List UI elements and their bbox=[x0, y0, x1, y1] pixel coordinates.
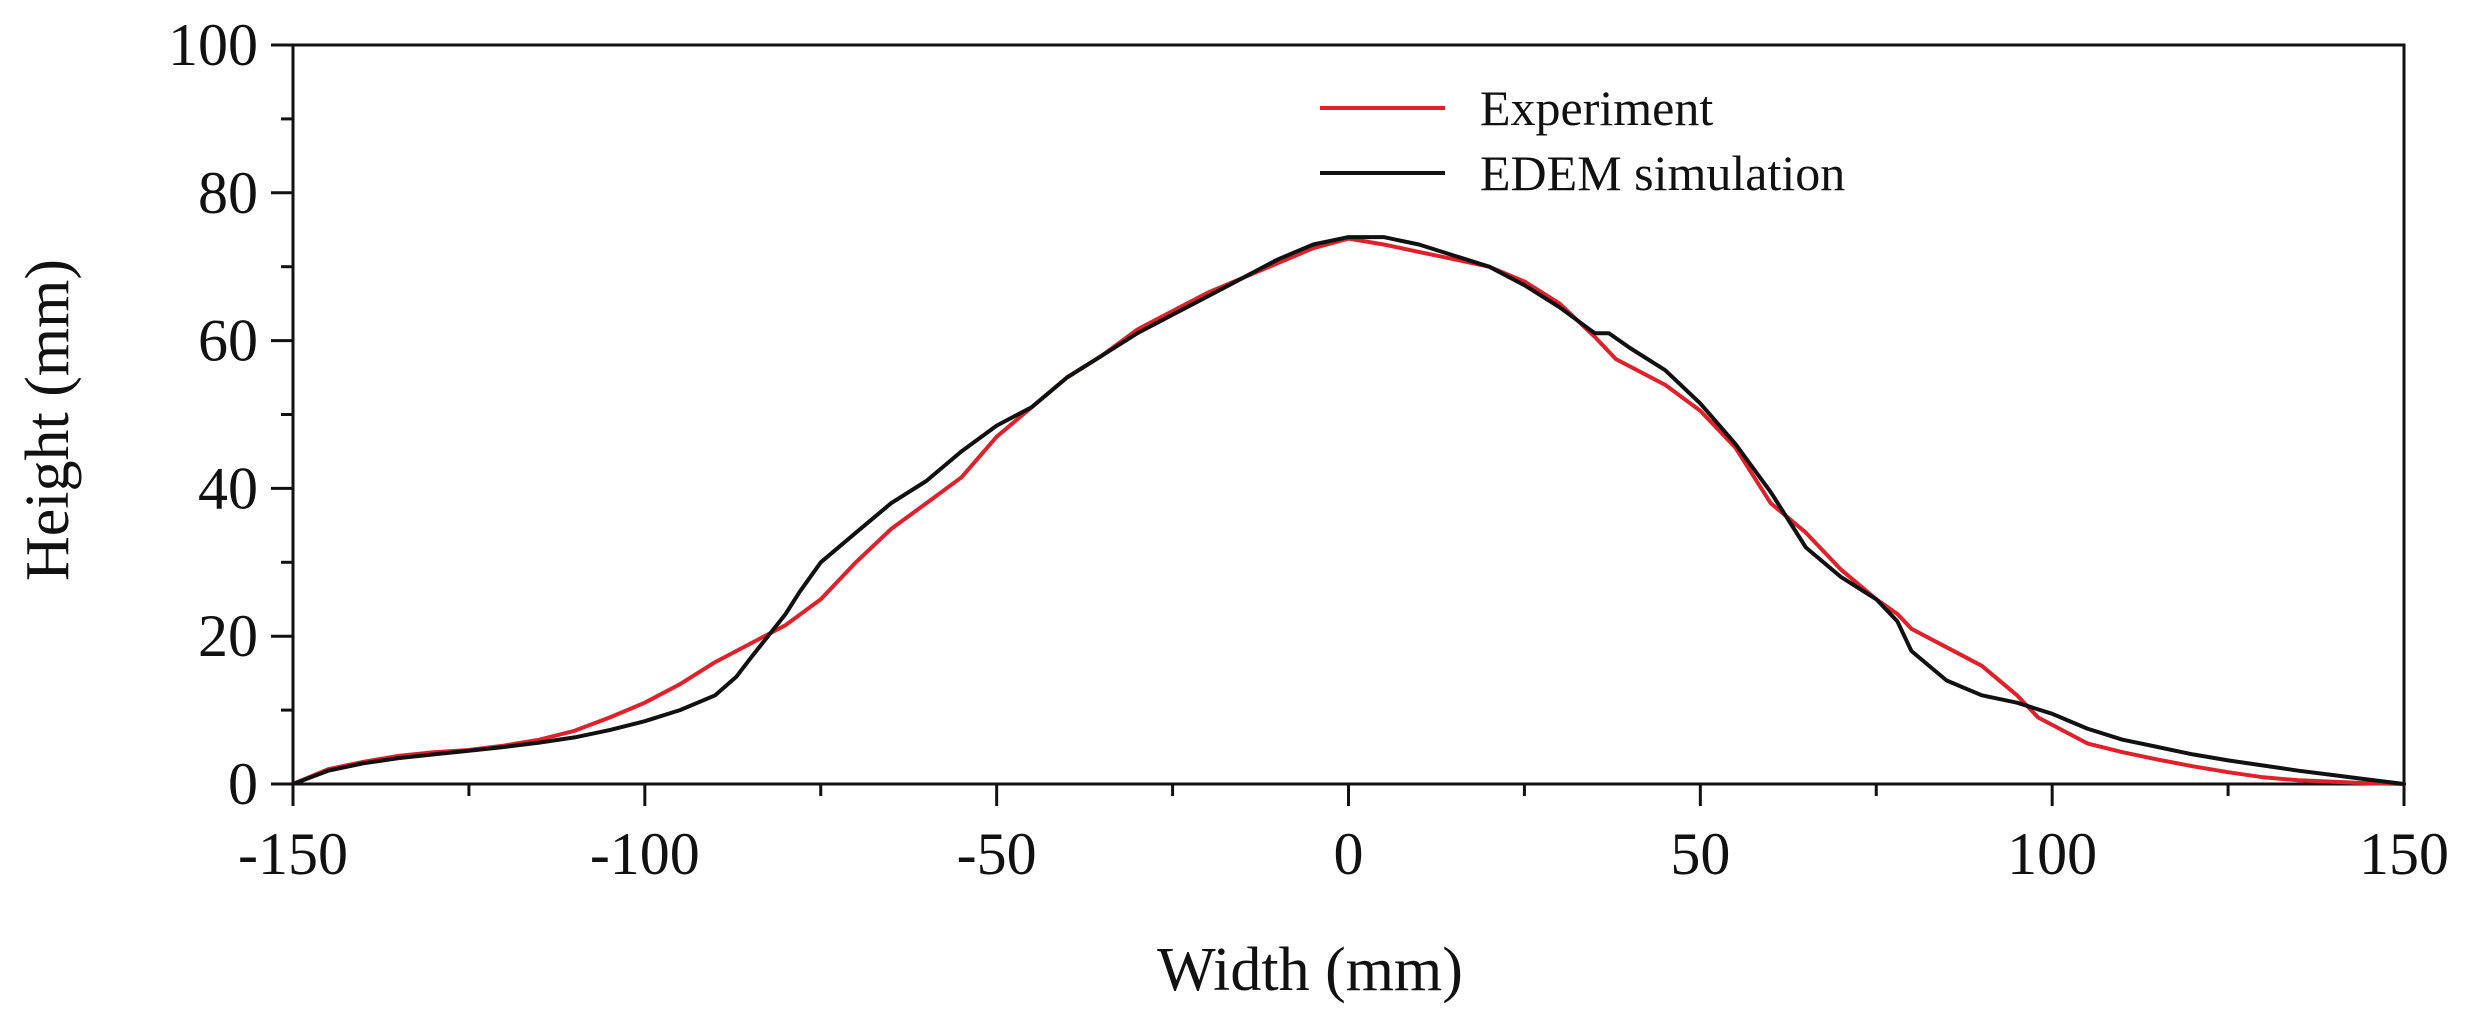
legend-label-edem-simulation: EDEM simulation bbox=[1480, 145, 1845, 201]
series-line-experiment bbox=[291, 236, 2406, 786]
legend-label-experiment: Experiment bbox=[1480, 80, 1713, 136]
x-axis-title: Width (mm) bbox=[1157, 936, 1463, 1004]
axes-layer: -150 -100 -50 0 50 100 150 0 20 40 60 80 100 bbox=[168, 12, 2449, 887]
y-tick-label: 40 bbox=[198, 455, 258, 521]
plot-frame bbox=[291, 43, 2406, 786]
x-tick-label: 100 bbox=[2007, 821, 2097, 887]
series-layer bbox=[291, 235, 2406, 786]
legend-layer: Experiment EDEM simulation bbox=[1320, 80, 1845, 201]
x-tick-label: 150 bbox=[2359, 821, 2449, 887]
y-tick-label: 20 bbox=[198, 603, 258, 669]
x-tick-label: 50 bbox=[1670, 821, 1730, 887]
y-tick-label: 80 bbox=[198, 160, 258, 226]
y-tick-label: 0 bbox=[228, 751, 258, 817]
y-tick-label: 60 bbox=[198, 308, 258, 374]
y-tick-label: 100 bbox=[168, 12, 258, 78]
x-tick-label: -150 bbox=[238, 821, 348, 887]
x-tick-label: 0 bbox=[1334, 821, 1364, 887]
x-tick-label: -50 bbox=[957, 821, 1037, 887]
y-axis-title: Height (mm) bbox=[14, 259, 82, 581]
series-line-edem-simulation bbox=[291, 235, 2406, 786]
x-tick-label: -100 bbox=[590, 821, 700, 887]
